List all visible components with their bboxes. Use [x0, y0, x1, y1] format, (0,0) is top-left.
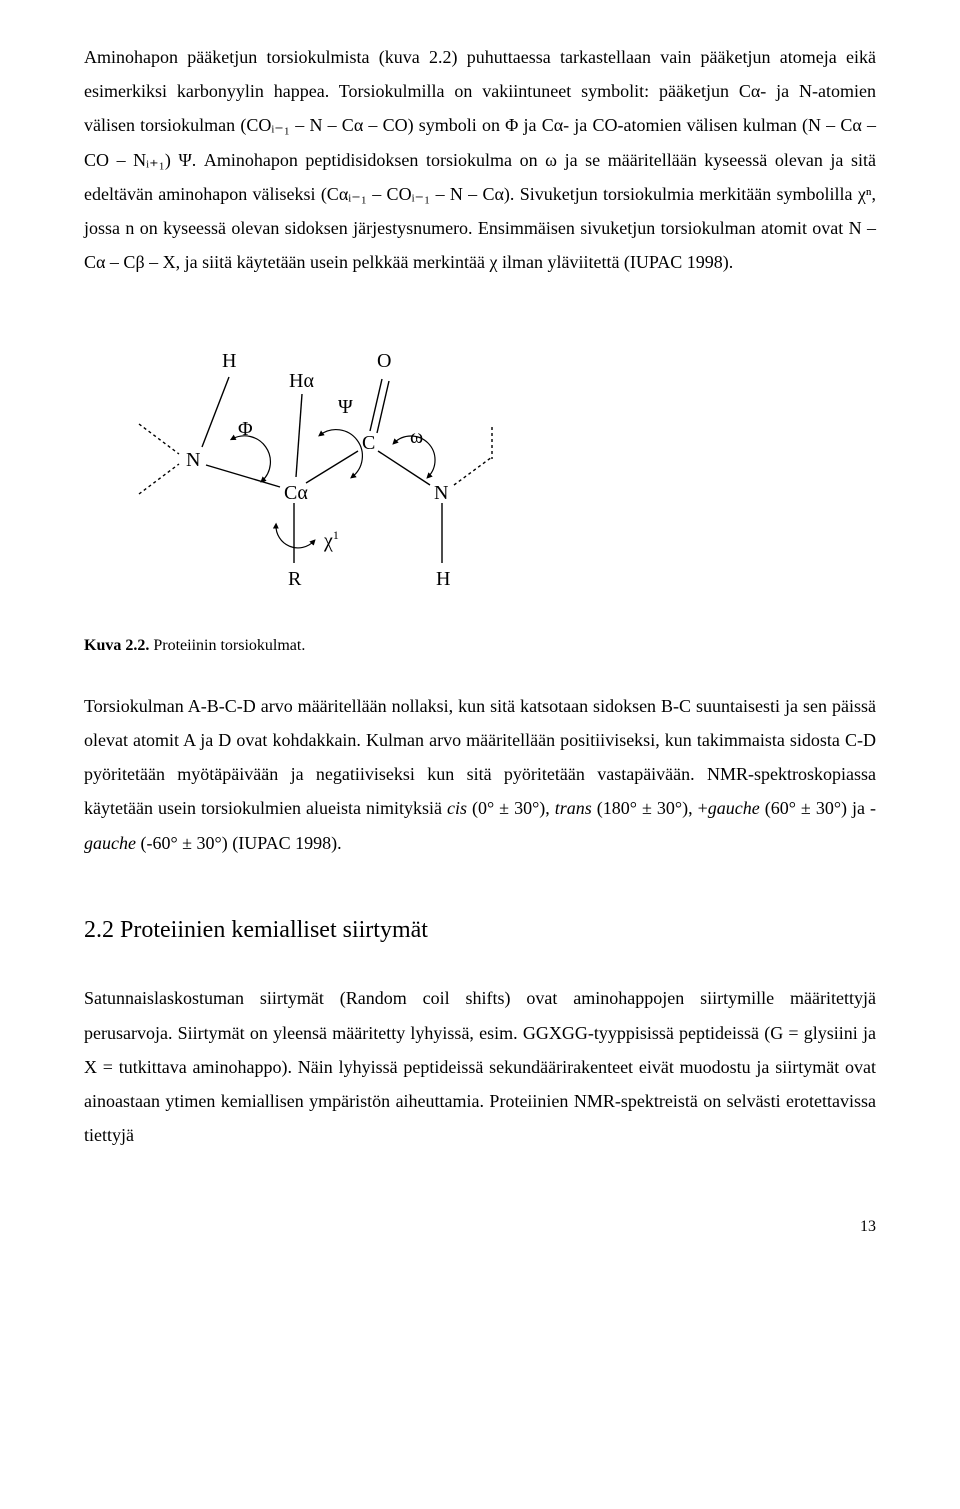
label-psi: Ψ: [338, 396, 353, 418]
paragraph-2: Torsiokulman A-B-C-D arvo määritellään n…: [84, 689, 876, 860]
atom-Ha: Hα: [289, 370, 314, 392]
atom-H-top: H: [222, 350, 236, 372]
paragraph-3: Satunnaislaskostuman siirtymät (Random c…: [84, 981, 876, 1152]
figure-caption: Kuva 2.2. Proteiinin torsiokulmat.: [84, 631, 876, 661]
atom-R: R: [288, 568, 302, 590]
page-number: 13: [84, 1212, 876, 1242]
torsion-angle-diagram: N H Hα Cα C O N R H Φ Ψ ω χ1: [84, 309, 876, 620]
label-chi: χ1: [323, 528, 339, 552]
atom-Ca: Cα: [284, 482, 308, 504]
paragraph-1: Aminohapon pääketjun torsiokulmista (kuv…: [84, 40, 876, 279]
atom-O: O: [377, 350, 391, 372]
atom-C: C: [362, 432, 375, 454]
atom-N-right: N: [434, 482, 448, 504]
label-omega: ω: [410, 426, 423, 448]
caption-bold: Kuva 2.2.: [84, 637, 149, 654]
section-heading: 2.2 Proteiinien kemialliset siirtymät: [84, 908, 876, 954]
label-phi: Φ: [238, 418, 253, 440]
atom-N-left: N: [186, 449, 200, 471]
caption-text: Proteiinin torsiokulmat.: [149, 637, 305, 654]
torsion-svg: N H Hα Cα C O N R H Φ Ψ ω χ1: [84, 309, 504, 609]
atom-H-bot: H: [436, 568, 450, 590]
